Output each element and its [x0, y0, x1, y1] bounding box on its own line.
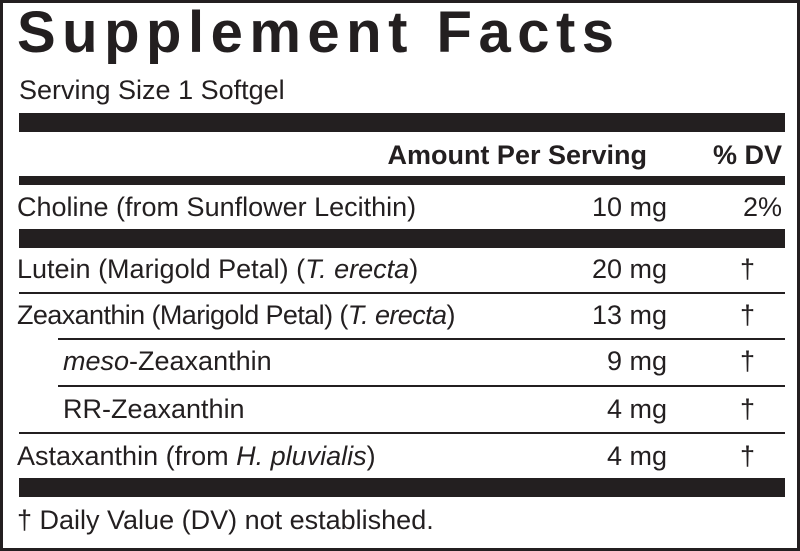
- thin-divider: [19, 432, 785, 434]
- row-name: Lutein (Marigold Petal) (T. erecta): [17, 254, 419, 284]
- serving-size: Serving Size 1 Softgel: [19, 75, 285, 105]
- row-name: Astaxanthin (from H. pluvialis): [17, 441, 376, 471]
- amount-header: Amount Per Serving: [387, 140, 647, 170]
- row-dv: †: [739, 441, 755, 471]
- panel-title: Supplement Facts: [17, 0, 621, 65]
- thin-divider: [19, 292, 785, 294]
- row-dv: †: [739, 394, 755, 424]
- thick-divider: [19, 113, 785, 132]
- row-dv: 2%: [742, 192, 782, 222]
- row-amount: 4 mg: [606, 441, 667, 471]
- thin-divider: [58, 385, 785, 387]
- thin-divider: [58, 338, 785, 340]
- row-dv: †: [739, 254, 755, 284]
- row-amount: 13 mg: [591, 300, 667, 330]
- thick-divider: [19, 478, 785, 497]
- row-name: RR-Zeaxanthin: [63, 394, 245, 424]
- row-name: Zeaxanthin (Marigold Petal) (T. erecta): [17, 300, 455, 330]
- row-name: meso-Zeaxanthin: [63, 346, 272, 376]
- row-amount: 4 mg: [606, 394, 667, 424]
- footnote: † Daily Value (DV) not established.: [17, 505, 434, 535]
- dv-header: % DV: [712, 140, 782, 170]
- row-dv: †: [739, 300, 755, 330]
- medium-divider: [19, 176, 785, 185]
- row-dv: †: [739, 346, 755, 376]
- row-name: Choline (from Sunflower Lecithin): [17, 192, 417, 222]
- row-amount: 10 mg: [591, 192, 667, 222]
- row-amount: 20 mg: [591, 254, 667, 284]
- row-amount: 9 mg: [606, 346, 667, 376]
- thick-divider: [19, 229, 785, 248]
